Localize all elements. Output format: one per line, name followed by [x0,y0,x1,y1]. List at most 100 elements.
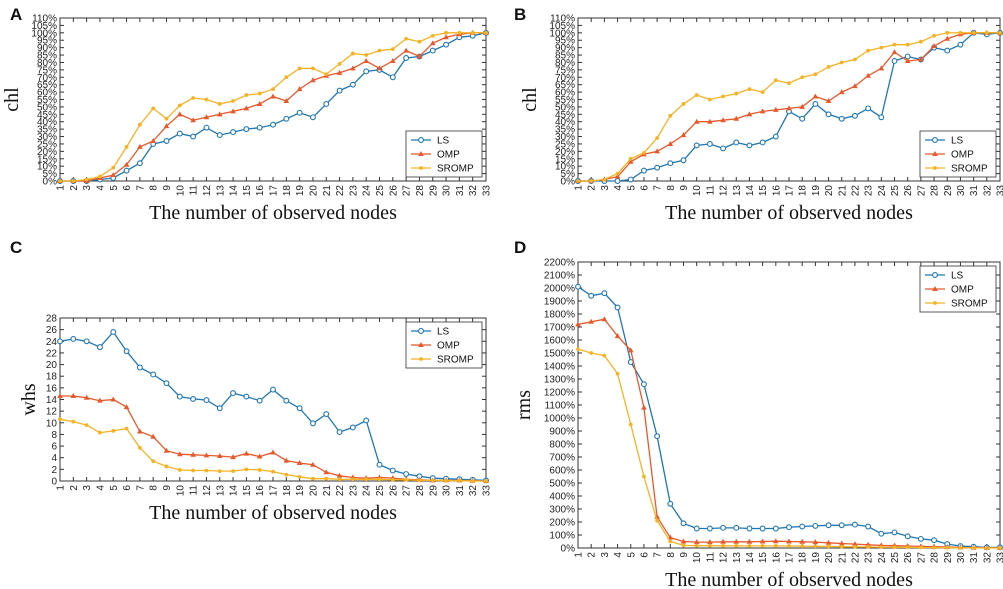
y-tick-label: 35% [555,125,575,136]
data-point [733,524,740,531]
x-tick-label: 32 [982,552,993,564]
data-point [176,393,183,400]
data-point [654,164,661,171]
data-point [642,150,646,155]
data-point [812,100,819,107]
x-axis-label: The number of observed nodes [665,569,913,589]
data-point [932,33,936,38]
data-point [693,142,700,149]
x-tick-label: 10 [175,185,186,197]
y-tick-label: 20% [555,147,575,158]
data-point [667,160,674,167]
data-point [852,541,858,547]
data-point [389,74,396,81]
series-sromp [576,347,1002,550]
y-tick-label: 90% [555,43,575,54]
y-tick-label: 2 [51,465,57,476]
legend-label: LS [951,136,964,147]
data-point [759,525,766,532]
data-point [216,132,223,139]
data-point [853,57,857,62]
data-point [825,97,832,103]
x-tick-label: 30 [442,185,453,197]
data-point [256,397,263,404]
y-tick-label: 50% [37,102,57,113]
x-tick-label: 29 [428,185,439,197]
data-point [627,158,634,164]
data-point [601,316,608,322]
legend-marker [419,166,423,170]
data-point [363,68,370,75]
data-point [204,468,209,473]
data-point [773,106,779,112]
y-tick-label: 300% [549,505,575,516]
legend-marker [933,301,937,305]
x-tick-label: 32 [468,485,479,497]
data-point [813,544,818,549]
data-point [216,111,223,117]
data-point [694,543,699,548]
y-tick-label: 95% [555,36,575,47]
data-point [324,476,329,481]
data-point [958,30,963,35]
data-point [680,520,687,527]
x-tick-label: 1 [574,185,585,191]
x-tick-label: 5 [109,185,120,191]
data-point [654,148,660,154]
data-point [747,87,752,92]
data-point [323,100,330,107]
y-tick-label: 18 [46,372,58,383]
x-tick-label: 11 [705,552,716,563]
data-point [324,72,329,77]
data-point [271,87,275,92]
data-point [734,543,739,548]
data-point [720,524,727,531]
data-point [747,544,752,548]
data-point [150,371,157,378]
data-point [256,100,263,106]
data-point [150,137,156,143]
y-tick-label: 26 [46,325,58,336]
data-point [364,53,369,57]
data-point [865,105,872,112]
data-point [627,347,634,353]
data-point [484,479,488,483]
data-point [123,348,130,355]
y-tick-label: 1500% [544,349,575,360]
series-ls [57,329,489,484]
data-point [243,393,250,400]
data-point [349,424,356,431]
data-point [177,103,182,108]
y-tick-label: 65% [37,80,57,91]
data-point [84,423,89,428]
x-axis-label: The number of observed nodes [149,502,397,524]
data-point [853,544,857,549]
x-tick-label: 4 [613,552,624,558]
data-point [311,66,315,71]
y-tick-label: 110% [550,14,575,25]
data-point [443,41,450,48]
x-tick-label: 12 [719,185,730,197]
y-tick-label: 600% [549,466,575,477]
x-tick-label: 25 [890,552,901,564]
data-point [363,417,370,424]
x-tick-label: 25 [375,185,386,197]
x-tick-label: 19 [295,185,306,197]
data-point [932,545,936,550]
x-tick-label: 12 [202,485,213,497]
data-point [230,108,236,114]
data-point [284,75,289,80]
y-tick-label: 65% [555,80,575,91]
x-tick-label: 17 [785,185,796,197]
data-point [576,347,580,351]
y-tick-label: 60% [37,88,57,99]
x-tick-label: 20 [824,552,835,564]
x-tick-label: 30 [956,552,967,564]
data-point [311,476,315,481]
data-point [243,105,250,111]
data-point [641,404,647,410]
x-tick-label: 14 [745,185,756,197]
data-point [203,452,210,458]
